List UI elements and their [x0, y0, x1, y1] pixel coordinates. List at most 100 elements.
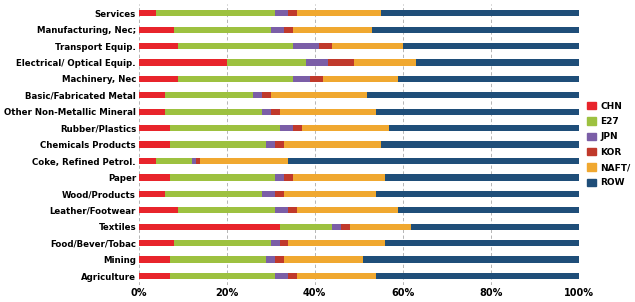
Bar	[306, 59, 328, 66]
Bar	[372, 27, 578, 33]
Bar	[377, 273, 578, 279]
Bar	[297, 273, 377, 279]
Bar	[165, 191, 262, 197]
Bar	[332, 223, 341, 230]
Bar	[275, 10, 288, 16]
Bar	[139, 240, 174, 246]
Bar	[262, 92, 271, 98]
Bar	[139, 142, 170, 148]
Bar	[170, 174, 275, 181]
Bar	[284, 142, 380, 148]
Bar	[139, 10, 156, 16]
Bar	[323, 76, 398, 82]
Bar	[192, 158, 196, 164]
Bar	[380, 142, 578, 148]
Bar	[139, 191, 165, 197]
Bar	[293, 174, 385, 181]
Bar	[385, 240, 578, 246]
Bar	[302, 125, 389, 131]
Bar	[275, 207, 288, 214]
Bar	[288, 273, 297, 279]
Bar	[139, 223, 279, 230]
Bar	[279, 240, 288, 246]
Bar	[403, 43, 578, 49]
Bar	[271, 109, 279, 115]
Bar	[319, 43, 332, 49]
Bar	[271, 240, 279, 246]
Bar	[139, 109, 165, 115]
Bar	[363, 256, 578, 263]
Bar	[266, 256, 275, 263]
Bar	[139, 43, 178, 49]
Bar	[293, 125, 302, 131]
Bar	[170, 273, 275, 279]
Bar	[178, 207, 275, 214]
Bar	[275, 174, 284, 181]
Bar	[380, 10, 578, 16]
Bar	[275, 191, 284, 197]
Bar	[297, 10, 380, 16]
Bar	[377, 191, 578, 197]
Bar	[416, 59, 578, 66]
Bar	[297, 207, 398, 214]
Bar	[139, 174, 170, 181]
Bar	[271, 27, 284, 33]
Bar	[170, 142, 266, 148]
Bar	[332, 43, 403, 49]
Bar	[165, 92, 253, 98]
Bar	[288, 207, 297, 214]
Bar	[385, 174, 578, 181]
Bar	[279, 125, 293, 131]
Bar	[288, 240, 385, 246]
Bar	[178, 76, 293, 82]
Bar	[253, 92, 262, 98]
Bar	[354, 59, 416, 66]
Bar	[271, 92, 368, 98]
Bar	[398, 76, 578, 82]
Bar	[262, 191, 275, 197]
Bar	[293, 27, 372, 33]
Bar	[275, 273, 288, 279]
Bar	[279, 223, 332, 230]
Bar	[178, 43, 293, 49]
Bar	[139, 92, 165, 98]
Bar	[165, 109, 262, 115]
Bar	[284, 256, 363, 263]
Bar	[262, 109, 271, 115]
Bar	[293, 43, 319, 49]
Bar	[284, 191, 377, 197]
Bar	[411, 223, 578, 230]
Bar	[275, 142, 284, 148]
Bar	[341, 223, 350, 230]
Legend: CHN, E27, JPN, KOR, NAFT/, ROW: CHN, E27, JPN, KOR, NAFT/, ROW	[587, 102, 631, 188]
Bar	[328, 59, 354, 66]
Bar	[139, 273, 170, 279]
Bar	[139, 207, 178, 214]
Bar	[288, 10, 297, 16]
Bar	[377, 109, 578, 115]
Bar	[196, 158, 201, 164]
Bar	[266, 142, 275, 148]
Bar	[174, 240, 271, 246]
Bar	[139, 125, 170, 131]
Bar	[288, 158, 578, 164]
Bar	[174, 27, 271, 33]
Bar	[170, 256, 266, 263]
Bar	[293, 76, 311, 82]
Bar	[389, 125, 578, 131]
Bar	[139, 256, 170, 263]
Bar	[139, 59, 227, 66]
Bar	[275, 256, 284, 263]
Bar	[284, 27, 293, 33]
Bar	[139, 158, 156, 164]
Bar	[284, 174, 293, 181]
Bar	[398, 207, 578, 214]
Bar	[139, 76, 178, 82]
Bar	[170, 125, 279, 131]
Bar	[156, 10, 275, 16]
Bar	[311, 76, 323, 82]
Bar	[156, 158, 192, 164]
Bar	[368, 92, 578, 98]
Bar	[201, 158, 288, 164]
Bar	[139, 27, 174, 33]
